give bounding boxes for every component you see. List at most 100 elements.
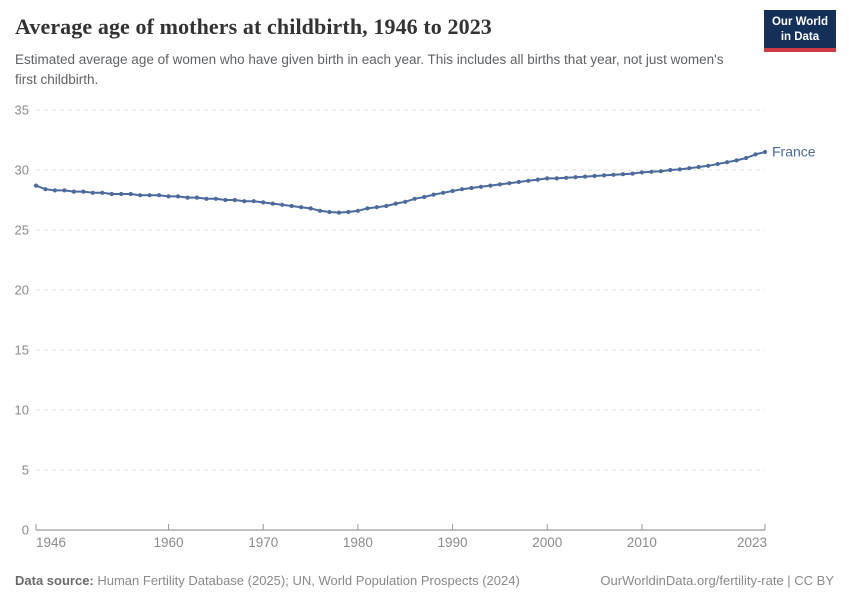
data-point[interactable] [639,170,645,175]
data-point[interactable] [157,193,162,198]
data-point[interactable] [251,199,256,204]
series-line[interactable] [35,151,766,214]
data-point[interactable] [611,172,616,177]
data-point[interactable] [554,176,559,181]
data-point[interactable] [33,183,39,188]
data-point[interactable] [128,191,133,197]
data-point[interactable] [308,206,313,211]
x-axis-label: 2000 [532,535,562,550]
data-point[interactable] [317,208,323,213]
data-point[interactable] [242,199,247,204]
data-point[interactable] [592,173,597,179]
data-point[interactable] [138,193,143,198]
data-point[interactable] [583,174,588,179]
data-point[interactable] [725,160,730,165]
data-point[interactable] [526,178,531,183]
chart-subtitle: Estimated average age of women who have … [15,52,724,88]
data-point[interactable] [62,188,67,193]
data-point[interactable] [270,201,275,206]
data-point[interactable] [147,193,152,198]
data-point[interactable] [441,190,446,195]
chart-svg[interactable]: 0 5 10 15 20 25 30 35 1946 1960 1970 1980 1990 2000 20… [0,95,850,565]
data-point[interactable] [403,199,408,204]
data-point[interactable] [327,209,332,215]
data-point[interactable] [384,203,389,209]
data-point[interactable] [450,188,455,194]
data-point[interactable] [762,149,768,155]
owid-logo-line2: in Data [780,30,820,43]
data-point[interactable] [753,152,758,157]
data-point[interactable] [90,190,95,195]
data-point[interactable] [109,191,114,197]
data-point[interactable] [431,192,436,197]
chart-footer: Data source: Human Fertility Database (2… [0,573,850,588]
y-axis-label: 10 [15,403,29,418]
x-axis-label: 1960 [154,535,184,550]
data-point[interactable] [696,164,701,170]
owid-logo[interactable]: Our World in Data [763,10,836,52]
series-label[interactable]: France [772,144,816,160]
x-axis-label: 1970 [248,535,278,550]
data-point[interactable] [223,197,228,203]
footer-link[interactable]: OurWorldinData.org/fertility-rate | CC B… [600,573,834,588]
data-point[interactable] [100,190,105,195]
data-point[interactable] [507,181,512,186]
data-point[interactable] [374,205,379,210]
data-point[interactable] [204,196,209,201]
data-point[interactable] [52,188,58,193]
data-point[interactable] [497,182,502,187]
data-point[interactable] [734,158,739,163]
data-point[interactable] [422,194,427,200]
data-point[interactable] [185,195,190,200]
owid-logo-line1: Our World [771,16,828,28]
data-point[interactable] [668,167,673,173]
data-point[interactable] [232,197,237,203]
y-axis-label: 35 [15,103,29,118]
data-point[interactable] [564,175,569,180]
x-axis-label: 1980 [343,535,373,550]
data-point[interactable] [573,175,578,180]
data-point[interactable] [602,173,607,178]
data-point[interactable] [677,167,682,172]
data-point[interactable] [280,202,285,207]
data-point[interactable] [299,205,304,210]
data-point[interactable] [715,161,720,167]
y-axis-label: 20 [15,283,29,298]
data-point[interactable] [355,208,360,213]
data-point[interactable] [81,189,86,194]
data-source-label: Data source: [15,573,94,588]
data-point[interactable] [346,209,351,215]
data-point[interactable] [166,194,171,199]
data-point[interactable] [289,203,294,209]
x-axis-label: 1946 [36,535,66,550]
data-point[interactable] [459,187,465,192]
chart-area[interactable]: 0 5 10 15 20 25 30 35 1946 1960 1970 1980 1990 2000 20… [0,95,850,565]
data-point[interactable] [194,195,199,200]
data-point[interactable] [478,184,484,189]
x-axis-label: 2010 [627,535,657,550]
data-point[interactable] [71,189,76,194]
data-point[interactable] [119,191,124,197]
data-point[interactable] [393,201,398,206]
data-source-text: Human Fertility Database (2025); UN, Wor… [93,573,520,588]
data-point[interactable] [687,166,692,171]
data-point[interactable] [336,210,342,215]
data-point[interactable] [261,200,266,205]
data-point[interactable] [43,187,48,192]
data-point[interactable] [620,172,626,177]
data-point[interactable] [412,196,417,201]
data-point[interactable] [213,196,218,201]
data-point[interactable] [658,169,664,174]
data-point[interactable] [469,185,474,191]
data-point[interactable] [649,169,654,174]
data-point[interactable] [744,155,749,161]
data-point[interactable] [630,171,635,176]
data-point[interactable] [488,183,493,188]
data-point[interactable] [706,163,711,168]
data-point[interactable] [516,179,521,185]
x-axis-label: 1990 [438,535,468,550]
data-point[interactable] [365,206,370,211]
data-point[interactable] [175,194,181,199]
data-point[interactable] [545,176,550,181]
data-point[interactable] [535,177,540,182]
